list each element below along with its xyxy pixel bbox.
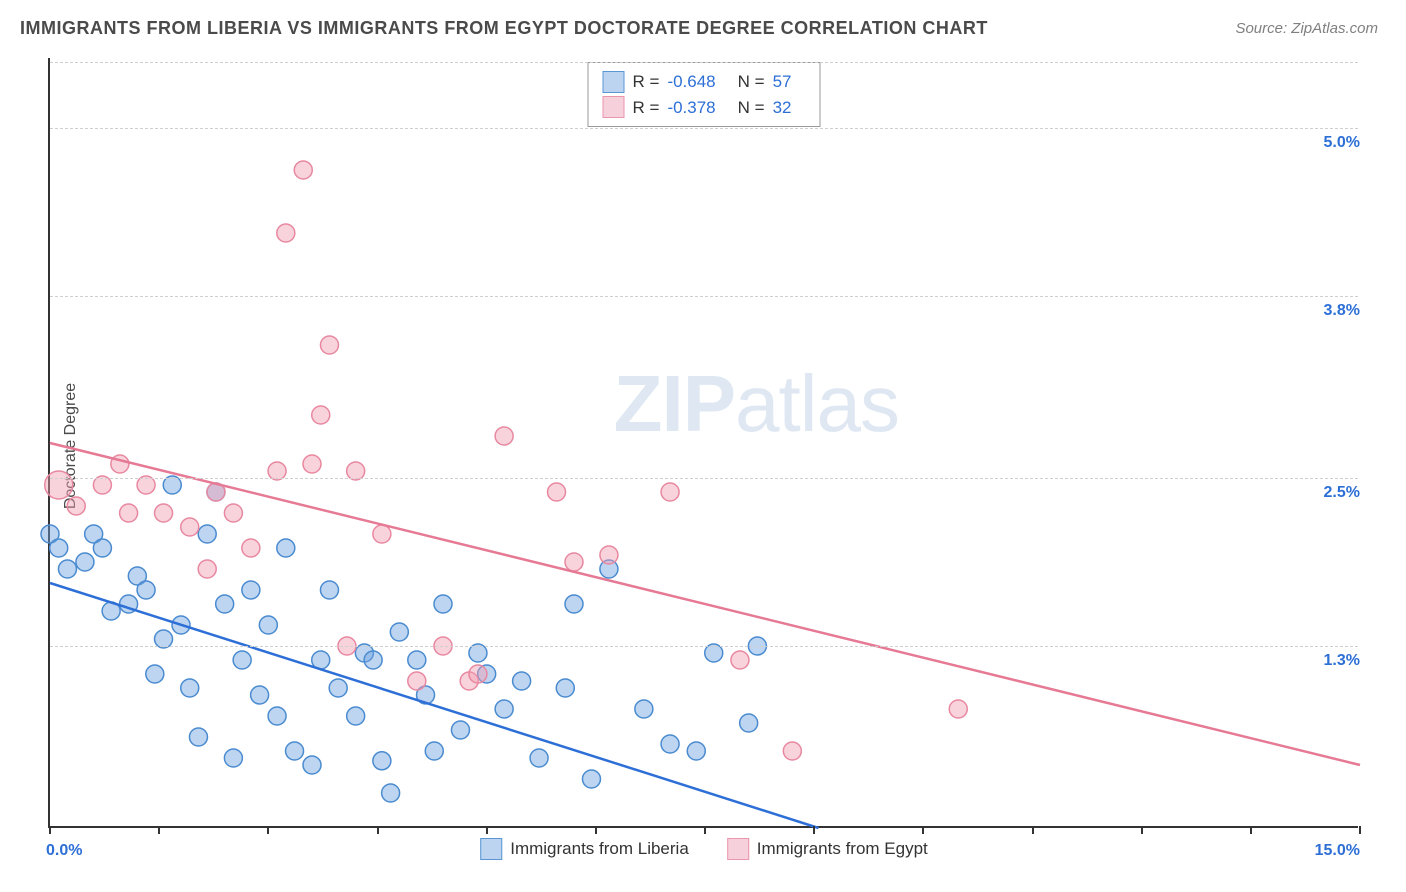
swatch-liberia-icon [480, 838, 502, 860]
r-value-egypt: -0.378 [667, 95, 715, 121]
legend-bottom-item-0: Immigrants from Liberia [480, 838, 689, 860]
r-value-liberia: -0.648 [667, 69, 715, 95]
swatch-egypt-icon [727, 838, 749, 860]
y-tick-label: 5.0% [1324, 134, 1360, 152]
legend-stats: R = -0.648 N = 57 R = -0.378 N = 32 [588, 62, 821, 127]
chart-title: IMMIGRANTS FROM LIBERIA VS IMMIGRANTS FR… [20, 18, 988, 39]
x-max-label: 15.0% [1315, 842, 1360, 860]
x-min-label: 0.0% [46, 842, 82, 860]
y-tick-label: 2.5% [1324, 484, 1360, 502]
legend-bottom: Immigrants from Liberia Immigrants from … [480, 838, 928, 860]
y-tick-label: 3.8% [1324, 302, 1360, 320]
swatch-liberia [603, 71, 625, 93]
swatch-egypt [603, 96, 625, 118]
plot-area: ZIPatlas R = -0.648 N = 57 R = -0.378 N … [48, 58, 1358, 828]
source-label: Source: ZipAtlas.com [1235, 20, 1378, 37]
legend-bottom-item-1: Immigrants from Egypt [727, 838, 928, 860]
legend-stats-row-1: R = -0.378 N = 32 [603, 95, 806, 121]
scatter-svg [50, 58, 1360, 828]
y-tick-label: 1.3% [1324, 652, 1360, 670]
legend-stats-row-0: R = -0.648 N = 57 [603, 69, 806, 95]
n-value-liberia: 57 [773, 69, 792, 95]
n-value-egypt: 32 [773, 95, 792, 121]
